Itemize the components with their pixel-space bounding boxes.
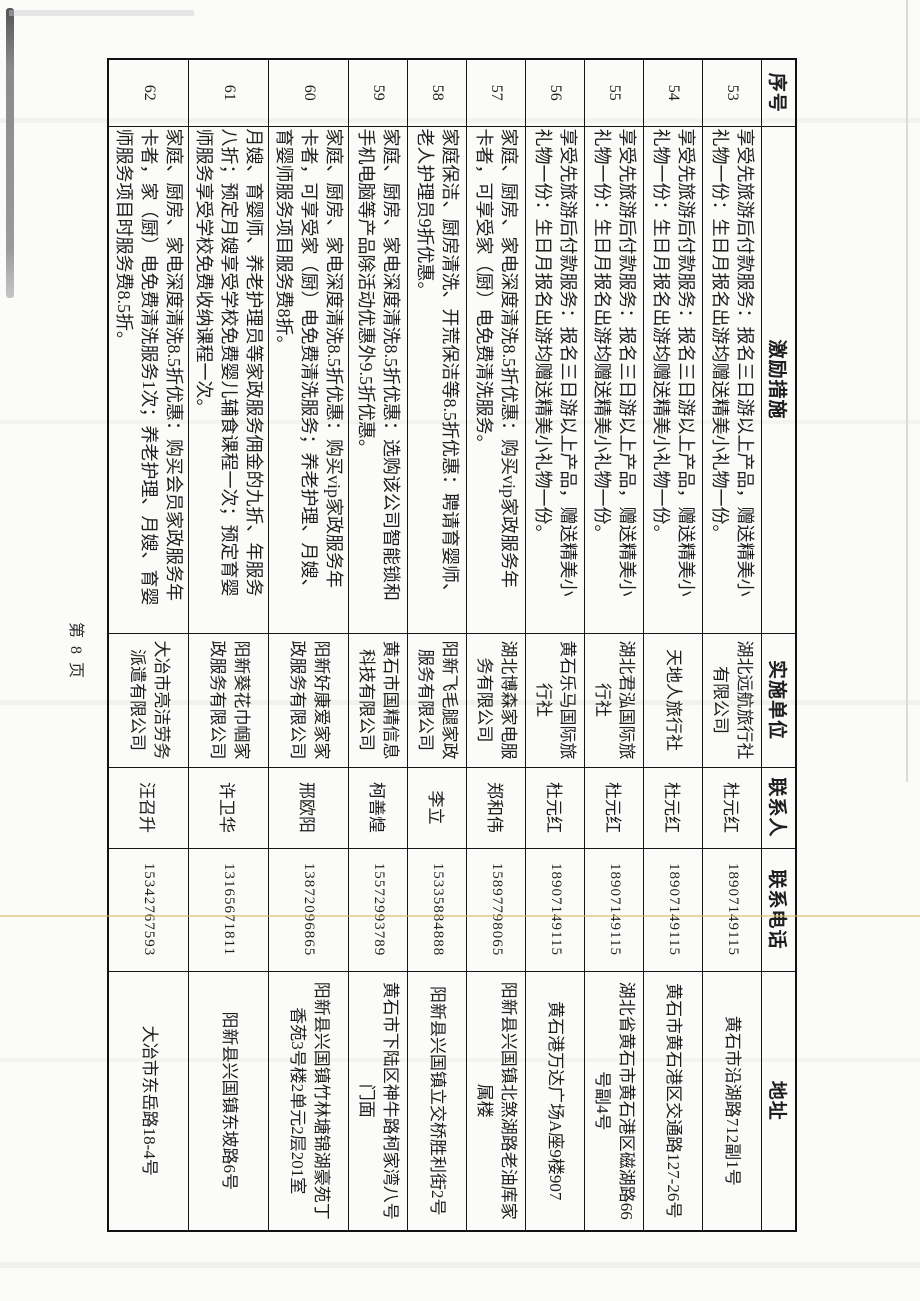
cell-contact-person: 柯善煌 (349, 767, 408, 848)
table-header-row: 序号 激励措施 实施单位 联系人 联系电话 地址 (762, 59, 796, 1231)
cell-incentive: 享受先旅游后付款服务：报名三日游以上产品，赠送精美小 礼物一份：生日月报名出游均… (644, 126, 703, 633)
cell-implement-unit: 湖北君泓国际旅 行社 (585, 633, 644, 767)
cell-address: 阳新县兴国镇北煞湖路老油库家 属楼 (467, 971, 526, 1231)
cell-incentive: 家庭、厨房、家电深度清洗8.5折优惠：购买会员家政服务年 卡者，家（厨）电免费清… (108, 126, 189, 633)
cell-serial-number: 54 (644, 59, 703, 126)
cell-contact-phone: 15572993789 (349, 848, 408, 971)
table-row: 61 月嫂、育婴师、养老护理员等家政服务佣金的九折、年服务 八折；预定月嫂享受学… (189, 59, 269, 1231)
cell-serial-number: 56 (526, 59, 585, 126)
cell-contact-phone: 18907149115 (526, 848, 585, 971)
cell-contact-person: 杜元红 (703, 767, 762, 848)
cell-contact-person: 汪召升 (108, 767, 189, 848)
cell-address: 阳新县兴国镇立交桥胜利街2号 (408, 971, 467, 1231)
cell-contact-person: 邢欧阳 (269, 767, 349, 848)
header-address: 地址 (762, 971, 796, 1231)
header-implement-unit: 实施单位 (762, 633, 796, 767)
cell-incentive: 享受先旅游后付款服务：报名三日游以上产品，赠送精美小 礼物一份：生日月报名出游均… (703, 126, 762, 633)
cell-contact-person: 李立 (408, 767, 467, 848)
cell-contact-person: 杜元红 (585, 767, 644, 848)
page-number: 第 8 页 (67, 622, 84, 681)
cell-serial-number: 62 (108, 59, 189, 126)
cell-serial-number: 57 (467, 59, 526, 126)
header-contact-phone: 联系电话 (762, 848, 796, 971)
table-row: 54 享受先旅游后付款服务：报名三日游以上产品，赠送精美小 礼物一份：生日月报名… (644, 59, 703, 1231)
cell-serial-number: 58 (408, 59, 467, 126)
cell-implement-unit: 大冶市亮洁劳务 派遣有限公司 (108, 633, 189, 767)
table-row: 60 家庭、厨房、家电深度清洗8.5折优惠：购买vip家政服务年 卡者，可享受家… (269, 59, 349, 1231)
cell-serial-number: 59 (349, 59, 408, 126)
cell-implement-unit: 黄石市国精信息 科技有限公司 (349, 633, 408, 767)
cell-contact-person: 许卫华 (189, 767, 269, 848)
cell-serial-number: 55 (585, 59, 644, 126)
incentive-table: 序号 激励措施 实施单位 联系人 联系电话 地址 53 享受先旅游后付款服务：报… (107, 58, 797, 1232)
cell-implement-unit: 阳新葵花巾帼家 政服务有限公司 (189, 633, 269, 767)
table-row: 57 家庭、厨房、家电深度清洗8.5折优惠：购买vip家政服务年 卡者，可享受家… (467, 59, 526, 1231)
cell-incentive: 家庭保洁、厨房清洗、开荒保洁等8.5折优惠：聘请育婴师、 老人护理员9折优惠。 (408, 126, 467, 633)
cell-incentive: 家庭、厨房、家电深度清洗8.5折优惠：购买vip家政服务年 卡者，可享受家（厨）… (467, 126, 526, 633)
table-row: 56 享受先旅游后付款服务：报名三日游以上产品，赠送精美小 礼物一份：生日月报名… (526, 59, 585, 1231)
cell-contact-person: 杜元红 (526, 767, 585, 848)
cell-serial-number: 61 (189, 59, 269, 126)
cell-address: 黄石市黄石港区交通路127-26号 (644, 971, 703, 1231)
table-body: 53 享受先旅游后付款服务：报名三日游以上产品，赠送精美小 礼物一份：生日月报名… (108, 59, 762, 1231)
header-serial-number: 序号 (762, 59, 796, 126)
cell-implement-unit: 黄石乐马国际旅 行社 (526, 633, 585, 767)
cell-address: 阳新县兴国镇东坡路6号 (189, 971, 269, 1231)
cell-incentive: 月嫂、育婴师、养老护理员等家政服务佣金的九折、年服务 八折；预定月嫂享受学校免费… (189, 126, 269, 633)
scan-yellow-line-artifact (0, 915, 920, 917)
table-row: 53 享受先旅游后付款服务：报名三日游以上产品，赠送精美小 礼物一份：生日月报名… (703, 59, 762, 1231)
cell-incentive: 家庭、厨房、家电深度清洗8.5折优惠：购买vip家政服务年 卡者，可享受家（厨）… (269, 126, 349, 633)
cell-contact-person: 郑和伟 (467, 767, 526, 848)
cell-implement-unit: 湖北博森家电服 务有限公司 (467, 633, 526, 767)
scan-edge-artifact (6, 8, 14, 298)
cell-contact-phone: 18907149115 (703, 848, 762, 971)
cell-address: 阳新县兴国镇竹林塘锦湖豪苑丁 香苑3号楼2单元2层201室 (269, 971, 349, 1231)
header-contact-person: 联系人 (762, 767, 796, 848)
cell-address: 湖北省黄石市黄石港区磁湖路66 号副4号 (585, 971, 644, 1231)
cell-contact-phone: 15335884888 (408, 848, 467, 971)
cell-incentive: 享受先旅游后付款服务：报名三日游以上产品，赠送精美小 礼物一份：生日月报名出游均… (585, 126, 644, 633)
table-row: 55 享受先旅游后付款服务：报名三日游以上产品，赠送精美小 礼物一份：生日月报名… (585, 59, 644, 1231)
cell-incentive: 享受先旅游后付款服务：报名三日游以上产品，赠送精美小 礼物一份：生日月报名出游均… (526, 126, 585, 633)
cell-contact-phone: 18907149115 (644, 848, 703, 971)
cell-address: 黄石市沿湖路712副1号 (703, 971, 762, 1231)
table-row: 62 家庭、厨房、家电深度清洗8.5折优惠：购买会员家政服务年 卡者，家（厨）电… (108, 59, 189, 1231)
cell-implement-unit: 阳新好康爱家家 政服务有限公司 (269, 633, 349, 767)
cell-contact-phone: 15342767593 (108, 848, 189, 971)
cell-incentive: 家庭、厨房、家电深度清洗8.5折优惠：选购该公司智能锁和 手机电脑等产品除活动优… (349, 126, 408, 633)
cell-serial-number: 53 (703, 59, 762, 126)
scan-smudge-artifact (9, 10, 194, 16)
cell-contact-phone: 18907149115 (585, 848, 644, 971)
table-row: 59 家庭、厨房、家电深度清洗8.5折优惠：选购该公司智能锁和 手机电脑等产品除… (349, 59, 408, 1231)
cell-address: 黄石港万达广场A座9楼907 (526, 971, 585, 1231)
cell-contact-phone: 15897798065 (467, 848, 526, 971)
header-incentive: 激励措施 (762, 126, 796, 633)
cell-contact-phone: 13165671811 (189, 848, 269, 971)
cell-contact-phone: 13872096865 (269, 848, 349, 971)
cell-address: 大冶市东岳路18-4号 (108, 971, 189, 1231)
cell-address: 黄石市下陆区神牛路柯家湾八号 门面 (349, 971, 408, 1231)
table-row: 58 家庭保洁、厨房清洗、开荒保洁等8.5折优惠：聘请育婴师、 老人护理员9折优… (408, 59, 467, 1231)
cell-serial-number: 60 (269, 59, 349, 126)
cell-implement-unit: 湖北远航旅行社 有限公司 (703, 633, 762, 767)
cell-implement-unit: 天地人旅行社 (644, 633, 703, 767)
cell-contact-person: 杜元红 (644, 767, 703, 848)
cell-implement-unit: 阳新飞毛腿家政 服务有限公司 (408, 633, 467, 767)
scan-page-edge-line (906, 0, 908, 782)
